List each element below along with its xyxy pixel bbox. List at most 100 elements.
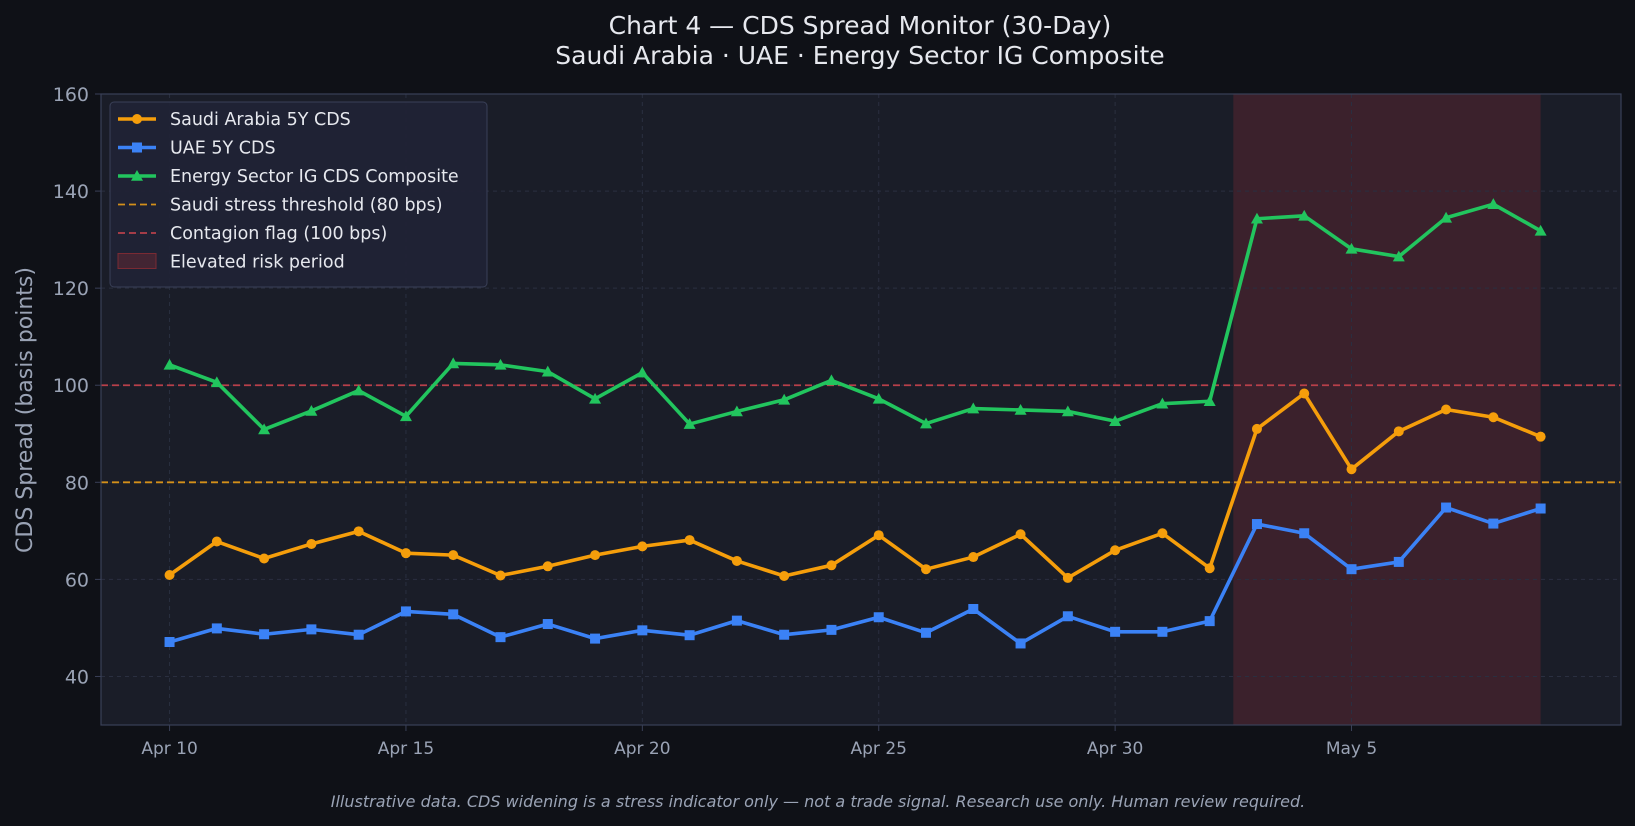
data-point-1 xyxy=(164,636,175,647)
data-point-0 xyxy=(542,561,553,572)
data-point-2 xyxy=(447,357,460,369)
data-point-1 xyxy=(1299,528,1310,539)
data-point-0 xyxy=(921,564,932,575)
data-point-2 xyxy=(730,405,743,417)
data-point-0 xyxy=(1441,404,1452,415)
data-point-0 xyxy=(448,550,459,561)
data-point-2 xyxy=(778,393,791,405)
data-point-1 xyxy=(1110,626,1121,637)
data-point-1 xyxy=(306,624,317,635)
data-point-2 xyxy=(1298,209,1311,221)
x-tick-label: Apr 20 xyxy=(614,739,670,759)
y-tick-label: 140 xyxy=(53,181,89,203)
data-point-0 xyxy=(637,541,648,552)
data-point-1 xyxy=(448,609,459,620)
data-point-2 xyxy=(399,410,412,422)
data-point-0 xyxy=(684,535,695,546)
data-point-2 xyxy=(305,404,318,416)
data-point-0 xyxy=(968,552,979,563)
data-point-1 xyxy=(590,633,601,644)
data-point-1 xyxy=(400,606,411,617)
x-tick-label: Apr 30 xyxy=(1087,739,1143,759)
chart-footer-note: Illustrative data. CDS widening is a str… xyxy=(331,792,1306,811)
data-point-0 xyxy=(1110,545,1121,556)
data-point-1 xyxy=(1535,503,1546,514)
legend-swatch-marker xyxy=(132,142,142,153)
y-axis-label: CDS Spread (basis points) xyxy=(13,267,38,553)
data-point-0 xyxy=(1393,426,1404,437)
data-point-1 xyxy=(873,612,884,623)
legend-label: Contagion flag (100 bps) xyxy=(170,224,387,244)
data-point-0 xyxy=(1251,423,1262,434)
y-tick-label: 40 xyxy=(65,666,89,688)
data-point-0 xyxy=(1062,572,1073,583)
data-point-2 xyxy=(1534,224,1547,236)
data-point-1 xyxy=(1346,564,1357,575)
data-point-0 xyxy=(1299,388,1310,399)
data-point-2 xyxy=(210,376,223,388)
data-point-1 xyxy=(1488,518,1499,529)
data-point-0 xyxy=(731,555,742,566)
y-tick-label: 120 xyxy=(53,278,89,300)
data-point-0 xyxy=(826,560,837,571)
data-point-0 xyxy=(1488,412,1499,423)
legend-label: Saudi stress threshold (80 bps) xyxy=(170,196,443,216)
data-point-2 xyxy=(1156,397,1169,409)
data-point-1 xyxy=(637,625,648,636)
plot-area: 40 60 80 100 120 140 160 Apr 10 Apr 15 Apr 20 Apr … xyxy=(53,84,1622,759)
data-point-0 xyxy=(1157,528,1168,539)
legend-swatch-marker xyxy=(132,114,142,124)
data-point-2 xyxy=(967,402,980,414)
x-tick-label: Apr 10 xyxy=(141,739,197,759)
legend-box xyxy=(109,101,488,288)
legend-label: Energy Sector IG CDS Composite xyxy=(170,167,459,187)
data-point-2 xyxy=(683,418,696,429)
x-tick-label: May 5 xyxy=(1326,739,1377,759)
data-point-0 xyxy=(164,570,175,581)
data-point-2 xyxy=(920,417,933,429)
data-point-1 xyxy=(1204,616,1215,627)
series-line-2 xyxy=(168,202,1542,432)
data-point-2 xyxy=(352,384,365,396)
data-point-0 xyxy=(873,530,884,541)
x-tick-label: Apr 25 xyxy=(851,739,907,759)
data-point-2 xyxy=(1250,212,1263,224)
data-point-0 xyxy=(400,548,411,559)
data-point-0 xyxy=(1346,464,1357,475)
chart-subtitle: Saudi Arabia · UAE · Energy Sector IG Co… xyxy=(555,41,1164,70)
data-point-0 xyxy=(211,536,222,547)
data-point-0 xyxy=(259,553,270,564)
legend-swatch-region xyxy=(117,253,157,269)
legend-label: UAE 5Y CDS xyxy=(170,139,276,159)
data-point-0 xyxy=(1535,431,1546,442)
data-point-2 xyxy=(163,358,176,370)
data-point-1 xyxy=(1393,556,1404,567)
data-point-0 xyxy=(353,526,364,537)
data-point-0 xyxy=(1204,563,1215,574)
y-tick-label: 80 xyxy=(65,472,89,494)
shaded-region-elevated-risk xyxy=(1233,94,1541,725)
data-point-0 xyxy=(590,550,601,561)
y-tick-label: 60 xyxy=(65,569,89,591)
data-point-0 xyxy=(495,570,506,581)
data-point-0 xyxy=(779,570,790,581)
data-point-2 xyxy=(825,374,838,386)
y-tick-label: 100 xyxy=(53,375,89,397)
data-point-1 xyxy=(1441,502,1452,513)
chart-title: Chart 4 — CDS Spread Monitor (30-Day) xyxy=(609,11,1112,40)
data-point-1 xyxy=(1015,638,1026,649)
data-point-1 xyxy=(921,627,932,638)
y-tick-label: 160 xyxy=(53,84,89,106)
data-point-2 xyxy=(872,392,885,404)
data-point-1 xyxy=(1251,519,1262,530)
plot-frame xyxy=(100,93,1622,726)
data-point-2 xyxy=(636,366,649,378)
data-point-1 xyxy=(495,632,506,643)
data-point-2 xyxy=(541,365,554,377)
x-tick-label: Apr 15 xyxy=(378,739,434,759)
legend-label: Elevated risk period xyxy=(170,253,345,273)
data-point-1 xyxy=(211,623,222,634)
data-point-1 xyxy=(259,629,270,640)
